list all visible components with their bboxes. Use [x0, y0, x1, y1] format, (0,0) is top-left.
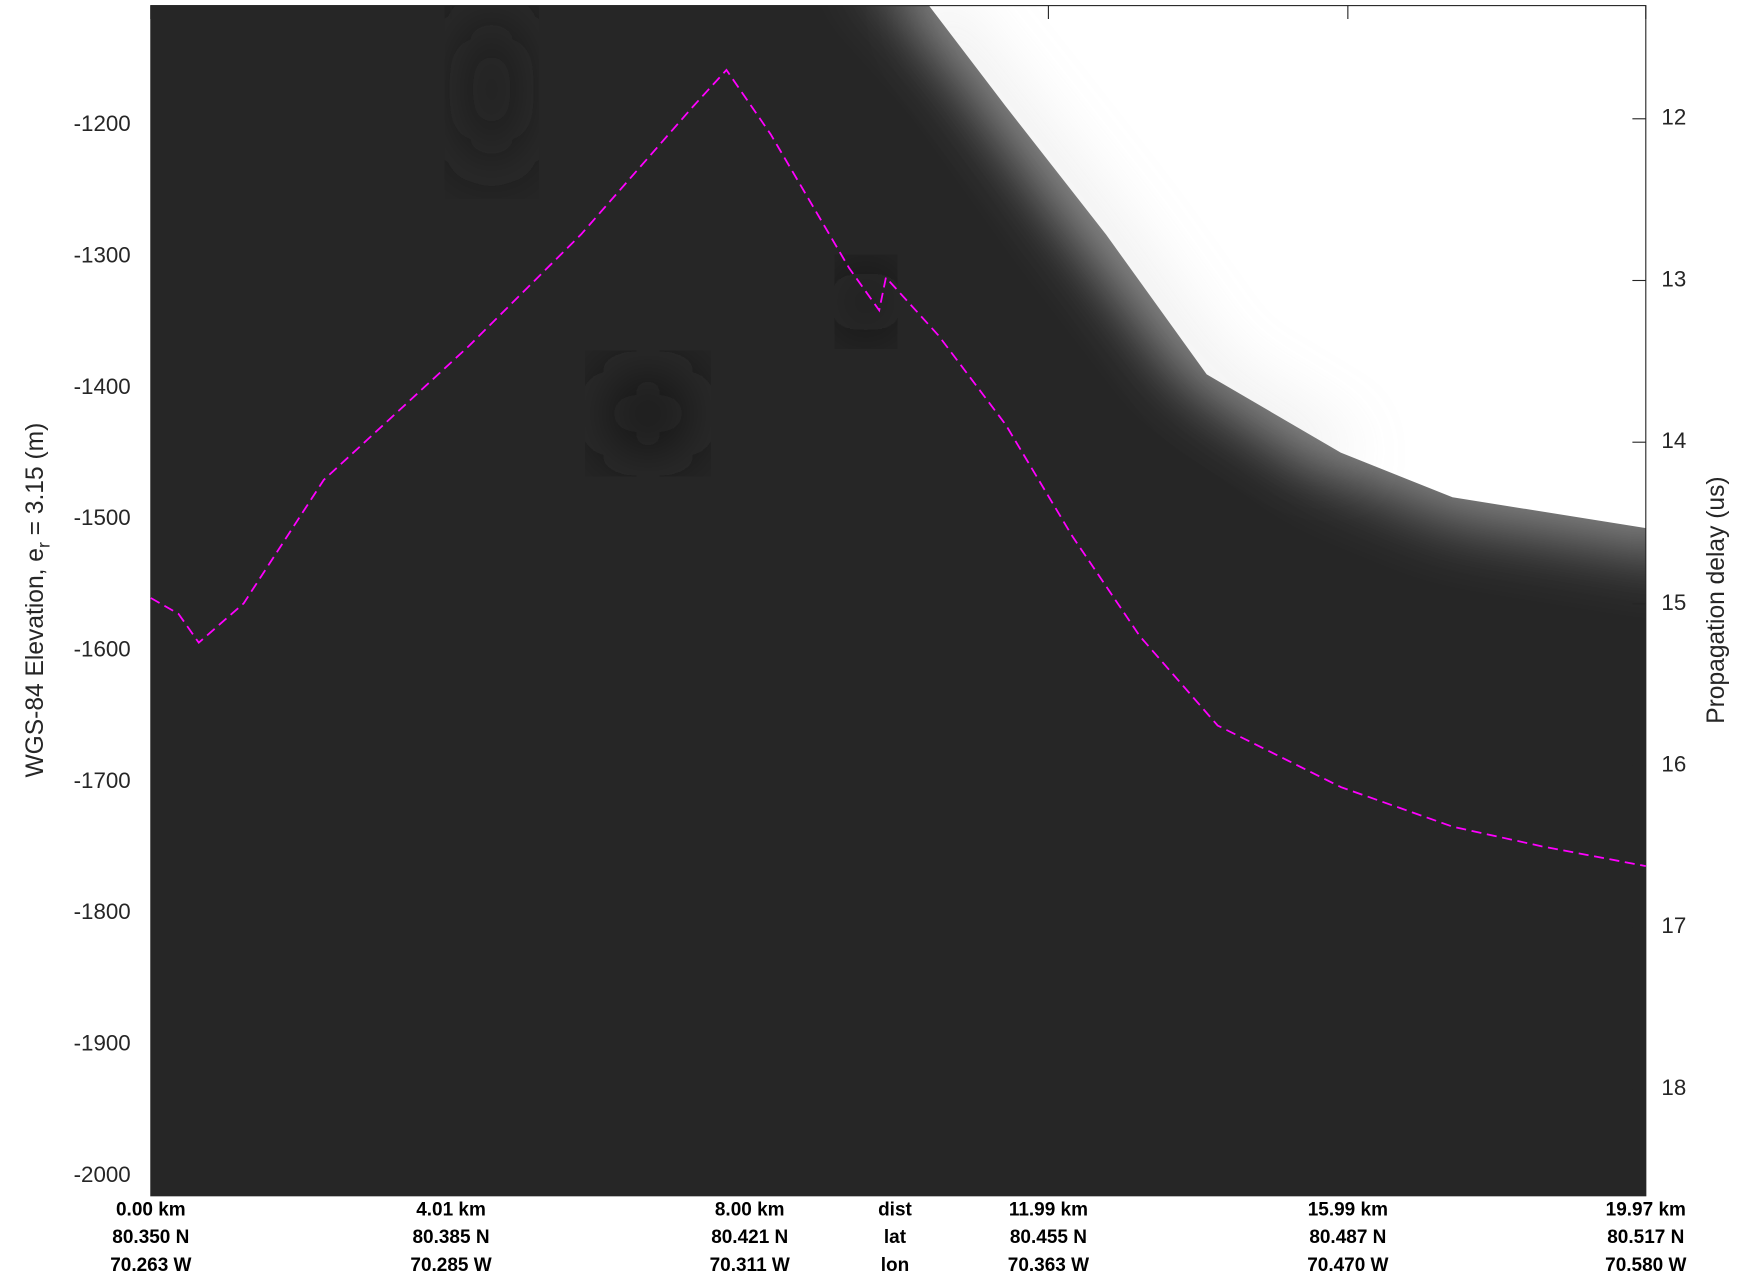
y2-tick-label: 13	[1661, 266, 1686, 291]
lat-label: 80.350 N	[112, 1227, 189, 1248]
lat-label: 80.385 N	[412, 1227, 489, 1248]
echogram	[150, 5, 1646, 1196]
y2-tick-label: 14	[1661, 428, 1686, 453]
lon-label: 70.263 W	[110, 1255, 191, 1274]
lon-label: 70.580 W	[1605, 1255, 1686, 1274]
y-tick-label: -1400	[74, 374, 131, 399]
y2-tick-label: 12	[1661, 105, 1686, 130]
row-name: lon	[881, 1255, 909, 1274]
y-tick-label: -1900	[74, 1031, 131, 1056]
lat-label: 80.421 N	[711, 1227, 788, 1248]
y-label-rest: = 3.15 (m)	[21, 423, 48, 536]
y2-axis-label: Propagation delay (us)	[1703, 476, 1730, 723]
x-tick-label: 4.01 km	[416, 1199, 486, 1220]
y-tick-label: -1800	[74, 899, 131, 924]
y2-tick-label: 15	[1661, 590, 1686, 615]
y-tick-label: -2000	[74, 1162, 131, 1187]
y-tick-label: -1300	[74, 242, 131, 267]
lat-label: 80.517 N	[1607, 1227, 1684, 1248]
y2-tick-label: 18	[1661, 1075, 1686, 1100]
lat-label: 80.487 N	[1309, 1227, 1386, 1248]
plot-frame	[150, 5, 1647, 1197]
lon-label: 70.363 W	[1008, 1255, 1089, 1274]
row-name: lat	[884, 1227, 907, 1248]
lat-label: 80.455 N	[1010, 1227, 1087, 1248]
row-name: dist	[878, 1199, 912, 1220]
lon-label: 70.311 W	[710, 1255, 790, 1274]
x-tick-label: 8.00 km	[715, 1199, 785, 1220]
y-tick-label: -1600	[74, 637, 131, 662]
x-tick-label: 19.97 km	[1606, 1199, 1686, 1220]
x-tick-label: 15.99 km	[1308, 1199, 1388, 1220]
y-label-sub: r	[33, 542, 53, 548]
y-label-main: WGS-84 Elevation, e	[21, 548, 48, 778]
lon-label: 70.285 W	[410, 1255, 491, 1274]
y-tick-label: -1200	[74, 111, 131, 136]
lon-label: 70.470 W	[1307, 1255, 1388, 1274]
x-tick-label: 0.00 km	[116, 1199, 186, 1220]
y-tick-label: -1700	[74, 768, 131, 793]
y-axis-label: WGS-84 Elevation, er = 3.15 (m)	[21, 423, 53, 778]
x-tick-label: 11.99 km	[1009, 1199, 1088, 1220]
y2-tick-label: 17	[1661, 913, 1686, 938]
y-tick-label: -1500	[74, 505, 131, 530]
y2-tick-label: 16	[1661, 752, 1686, 777]
